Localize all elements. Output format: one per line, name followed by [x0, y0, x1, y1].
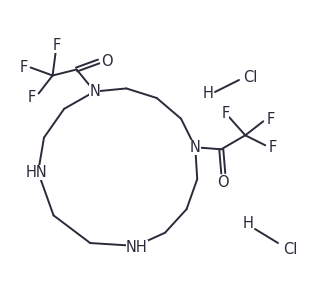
Text: H: H	[242, 215, 254, 231]
Text: N: N	[190, 140, 201, 155]
Text: Cl: Cl	[283, 242, 297, 258]
Text: F: F	[266, 112, 275, 127]
Text: F: F	[268, 140, 277, 155]
Text: H: H	[202, 86, 213, 102]
Text: NH: NH	[126, 240, 148, 255]
Text: Cl: Cl	[243, 70, 257, 86]
Text: F: F	[27, 90, 36, 105]
Text: O: O	[101, 54, 113, 69]
Text: HN: HN	[25, 165, 47, 180]
Text: F: F	[19, 60, 28, 75]
Text: O: O	[217, 175, 229, 190]
Text: F: F	[52, 38, 61, 53]
Text: F: F	[221, 106, 229, 121]
Text: N: N	[89, 84, 100, 99]
